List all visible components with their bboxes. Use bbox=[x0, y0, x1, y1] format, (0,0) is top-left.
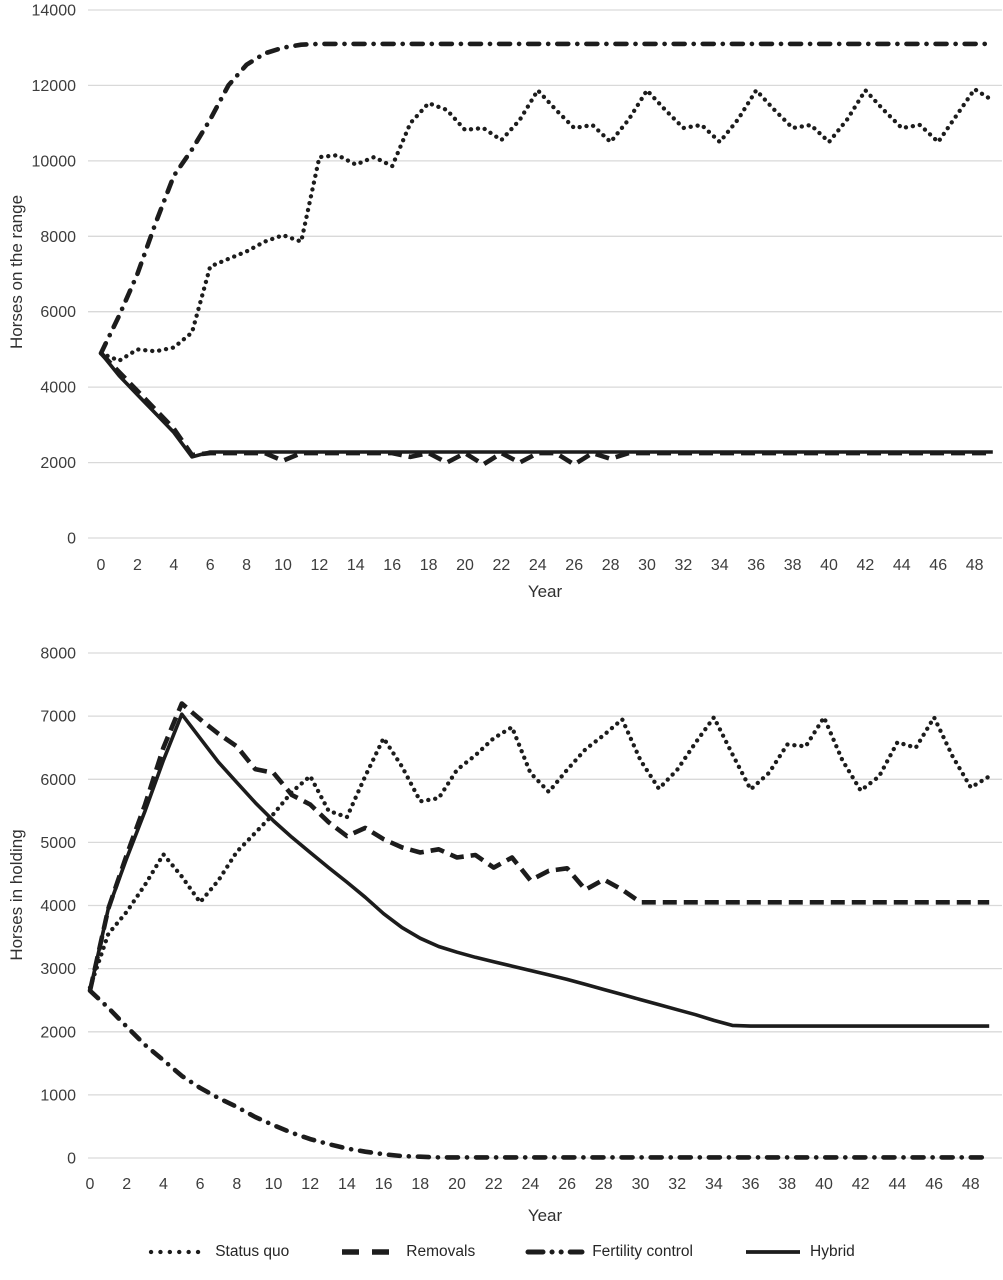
y-tick-label: 4000 bbox=[40, 898, 76, 915]
x-tick-label: 28 bbox=[602, 557, 620, 574]
legend-swatch-dotted-icon bbox=[149, 1249, 208, 1255]
legend-item-status-quo: Status quo bbox=[148, 1243, 289, 1261]
x-tick-label: 8 bbox=[232, 1176, 241, 1193]
x-tick-label: 14 bbox=[338, 1176, 356, 1193]
legend-item-hybrid: Hybrid bbox=[743, 1243, 855, 1261]
x-tick-label: 44 bbox=[893, 557, 911, 574]
x-tick-label: 12 bbox=[311, 557, 329, 574]
x-tick-label: 48 bbox=[966, 557, 984, 574]
x-tick-label: 46 bbox=[929, 557, 947, 574]
series-line-removals bbox=[87, 701, 990, 992]
y-tick-label: 2000 bbox=[40, 1024, 76, 1041]
x-tick-label: 14 bbox=[347, 557, 365, 574]
x-tick-label: 32 bbox=[668, 1176, 686, 1193]
y-tick-label: 6000 bbox=[40, 772, 76, 789]
x-tick-label: 26 bbox=[558, 1176, 576, 1193]
legend-swatch-dashed-icon bbox=[342, 1249, 397, 1255]
x-tick-label: 10 bbox=[274, 557, 292, 574]
legend-item-removals: Removals bbox=[339, 1243, 475, 1261]
y-axis-title: Horses on the range bbox=[7, 195, 26, 349]
y-tick-label: 8000 bbox=[40, 646, 76, 663]
x-tick-label: 30 bbox=[638, 557, 656, 574]
x-tick-label: 32 bbox=[675, 557, 693, 574]
y-tick-label: 5000 bbox=[40, 835, 76, 852]
x-tick-label: 20 bbox=[456, 557, 474, 574]
x-tick-label: 42 bbox=[852, 1176, 870, 1193]
x-tick-label: 28 bbox=[595, 1176, 613, 1193]
x-axis-title: Year bbox=[528, 582, 563, 601]
legend-label: Hybrid bbox=[810, 1243, 855, 1260]
x-tick-label: 10 bbox=[265, 1176, 283, 1193]
x-tick-label: 36 bbox=[747, 557, 765, 574]
x-tick-label: 22 bbox=[493, 557, 511, 574]
series-line-status-quo bbox=[98, 87, 995, 363]
x-tick-label: 8 bbox=[242, 557, 251, 574]
y-tick-label: 0 bbox=[67, 1151, 76, 1168]
legend-swatch-dashdot-icon bbox=[525, 1249, 585, 1255]
y-tick-label: 14000 bbox=[32, 3, 77, 20]
x-axis-title: Year bbox=[528, 1206, 563, 1225]
x-tick-label: 42 bbox=[857, 557, 875, 574]
x-tick-label: 6 bbox=[196, 1176, 205, 1193]
legend-item-fertility-control: Fertility control bbox=[525, 1243, 693, 1261]
x-tick-label: 44 bbox=[889, 1176, 907, 1193]
x-tick-label: 34 bbox=[711, 557, 729, 574]
x-tick-label: 24 bbox=[529, 557, 547, 574]
y-tick-label: 10000 bbox=[32, 153, 77, 170]
y-tick-label: 12000 bbox=[32, 78, 77, 95]
x-tick-label: 16 bbox=[383, 557, 401, 574]
x-tick-label: 18 bbox=[420, 557, 438, 574]
x-tick-label: 40 bbox=[820, 557, 838, 574]
x-tick-label: 30 bbox=[632, 1176, 650, 1193]
y-tick-label: 1000 bbox=[40, 1087, 76, 1104]
x-tick-label: 20 bbox=[448, 1176, 466, 1193]
x-tick-label: 4 bbox=[159, 1176, 168, 1193]
series-line-status-quo bbox=[87, 715, 992, 990]
x-tick-label: 24 bbox=[522, 1176, 540, 1193]
y-tick-label: 3000 bbox=[40, 961, 76, 978]
x-tick-label: 36 bbox=[742, 1176, 760, 1193]
x-tick-label: 16 bbox=[375, 1176, 393, 1193]
y-tick-label: 4000 bbox=[40, 380, 76, 397]
x-tick-label: 12 bbox=[301, 1176, 319, 1193]
y-tick-label: 0 bbox=[67, 531, 76, 548]
x-tick-label: 2 bbox=[133, 557, 142, 574]
legend-label: Status quo bbox=[215, 1243, 290, 1260]
series-line-removals bbox=[99, 351, 993, 467]
y-tick-label: 7000 bbox=[40, 709, 76, 726]
series-line-fertility-control bbox=[87, 988, 992, 1160]
x-tick-label: 22 bbox=[485, 1176, 503, 1193]
x-tick-label: 46 bbox=[925, 1176, 943, 1193]
series-line-hybrid bbox=[88, 712, 990, 1028]
y-tick-label: 8000 bbox=[40, 229, 76, 246]
x-tick-label: 40 bbox=[815, 1176, 833, 1193]
x-tick-label: 34 bbox=[705, 1176, 723, 1193]
x-tick-label: 0 bbox=[97, 557, 106, 574]
x-tick-label: 38 bbox=[778, 1176, 796, 1193]
x-tick-label: 38 bbox=[784, 557, 802, 574]
chart-legend: Status quo Removals Fertility control Hybri… bbox=[0, 1243, 1003, 1261]
legend-label: Removals bbox=[406, 1243, 476, 1260]
x-tick-label: 48 bbox=[962, 1176, 980, 1193]
y-tick-label: 2000 bbox=[40, 455, 76, 472]
x-tick-label: 4 bbox=[169, 557, 178, 574]
legend-label: Fertility control bbox=[592, 1243, 693, 1260]
y-axis-title: Horses in holding bbox=[7, 829, 26, 960]
x-tick-label: 18 bbox=[411, 1176, 429, 1193]
x-tick-label: 26 bbox=[565, 557, 583, 574]
series-line-fertility-control bbox=[98, 41, 996, 356]
x-tick-label: 0 bbox=[86, 1176, 95, 1193]
y-tick-label: 6000 bbox=[40, 304, 76, 321]
series-line-hybrid bbox=[99, 352, 993, 459]
x-tick-label: 2 bbox=[122, 1176, 131, 1193]
x-tick-label: 6 bbox=[206, 557, 215, 574]
legend-swatch-solid-icon bbox=[746, 1250, 800, 1254]
